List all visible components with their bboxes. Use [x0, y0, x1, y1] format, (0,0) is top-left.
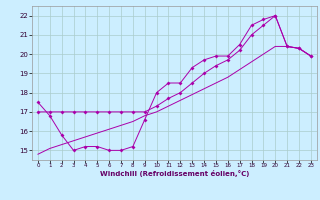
X-axis label: Windchill (Refroidissement éolien,°C): Windchill (Refroidissement éolien,°C)	[100, 170, 249, 177]
